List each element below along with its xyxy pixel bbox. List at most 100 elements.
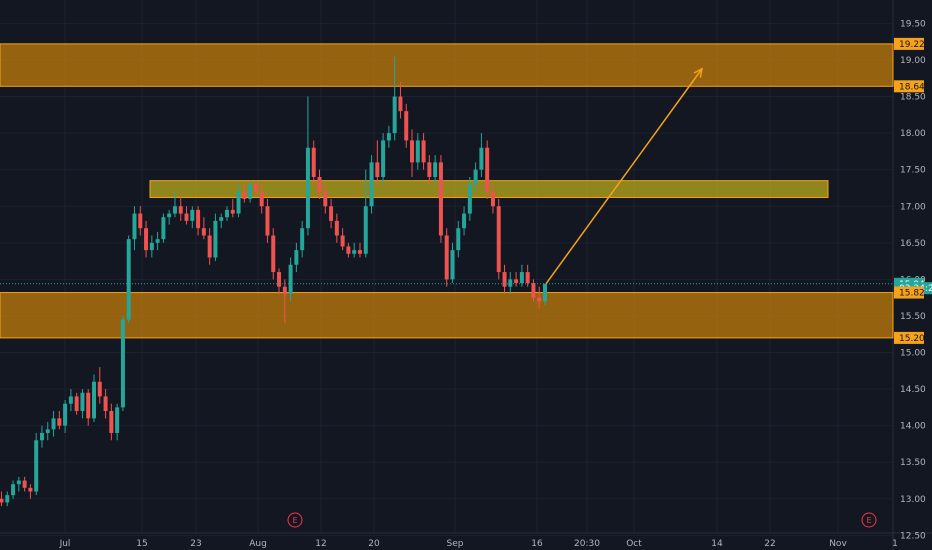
candle-body	[467, 184, 472, 214]
price-tag-bg	[894, 80, 924, 93]
candle-body	[219, 217, 224, 221]
price-tick-label: 18.50	[900, 93, 926, 103]
candle-body	[22, 480, 27, 488]
candle-body	[531, 283, 536, 298]
candle-body	[28, 487, 33, 492]
candle-body	[184, 213, 189, 221]
candle-body	[363, 206, 368, 254]
price-tag-label: 15.20	[899, 334, 925, 344]
candle-body	[398, 96, 403, 112]
candles	[0, 56, 547, 507]
candle-body	[462, 213, 467, 229]
time-tick-label: 14	[711, 539, 723, 549]
candle-body	[115, 407, 120, 433]
price-tick-label: 14.00	[900, 422, 926, 432]
candle-body	[68, 396, 73, 404]
time-tick-label: 16	[531, 539, 543, 549]
candle-body	[242, 191, 247, 199]
candle-body	[479, 147, 484, 170]
time-tick-label: Jul	[59, 539, 71, 549]
time-tick-label: 23	[190, 539, 201, 549]
candle-body	[39, 432, 44, 441]
price-tag-label: 19.22	[899, 40, 925, 50]
time-tick-label: 20:30	[574, 539, 600, 549]
earnings-event-icon[interactable]	[287, 512, 303, 528]
candle-body	[45, 429, 50, 433]
candle-body	[97, 381, 102, 397]
time-axis[interactable]: Jul 15 23 Aug 12 20 Sep 16 20:30 Oct 14 22 Nov 1	[59, 539, 898, 549]
candle-body	[259, 191, 264, 207]
candle-body	[508, 279, 513, 287]
candle-body	[201, 228, 206, 236]
candle-body	[207, 235, 212, 258]
price-tick-label: 16.50	[900, 239, 926, 249]
candle-body	[346, 246, 351, 254]
price-axis[interactable]: 19.5019.0018.5018.0017.5017.0016.5016.00…	[894, 19, 932, 541]
candle-body	[490, 191, 495, 207]
candle-body	[415, 140, 420, 163]
candle-body	[410, 140, 415, 163]
candle-body	[525, 272, 530, 284]
projection-arrow	[545, 67, 704, 285]
candle-body	[386, 133, 391, 141]
price-tick-label: 13.50	[900, 458, 926, 468]
candle-body	[404, 111, 409, 141]
candle-body	[109, 411, 114, 433]
candle-body	[514, 279, 519, 284]
candle-body	[51, 418, 56, 430]
time-tick-label: 20	[368, 539, 380, 549]
price-tick-label: 17.50	[900, 166, 926, 176]
candle-body	[502, 272, 507, 287]
candle-body	[126, 239, 131, 320]
candle-body	[340, 235, 345, 247]
time-tick-label: 12	[315, 539, 326, 549]
time-tick-label: Nov	[829, 539, 847, 549]
price-tick-label: 19.00	[900, 56, 926, 66]
candle-body	[334, 220, 339, 236]
candle-body	[161, 217, 166, 240]
candle-body	[427, 162, 432, 177]
candle-body	[444, 235, 449, 280]
zone-rect	[0, 292, 894, 339]
candle-body	[103, 396, 108, 412]
candle-body	[543, 283, 547, 302]
earnings-event-icon[interactable]	[861, 512, 877, 528]
candle-body	[92, 381, 97, 419]
candle-body	[120, 319, 125, 408]
price-tag-bg	[894, 331, 924, 344]
candle-body	[57, 418, 62, 426]
candle-body	[5, 495, 10, 503]
candle-body	[190, 209, 195, 221]
candle-body	[80, 392, 85, 412]
candle-body	[369, 162, 374, 207]
price-tick-label: 19.50	[900, 19, 926, 29]
candle-body	[34, 440, 39, 492]
candle-body	[473, 169, 478, 185]
candle-body	[392, 96, 397, 134]
candle-body	[381, 140, 386, 177]
candle-body	[317, 176, 322, 192]
candle-body	[236, 191, 241, 214]
time-tick-label: 22	[764, 539, 775, 549]
candle-body	[167, 213, 172, 218]
candle-body	[519, 272, 524, 284]
candle-body	[11, 484, 16, 496]
candle-body	[138, 213, 143, 229]
candle-body	[300, 228, 305, 251]
candle-body	[357, 250, 362, 254]
candle-body	[323, 191, 328, 207]
earnings-event-label: E	[866, 516, 871, 525]
time-tick-label: Aug	[249, 539, 267, 549]
price-tick-label: 18.00	[900, 129, 926, 139]
price-tag-label: 15.82	[899, 289, 925, 299]
candle-body	[86, 392, 91, 419]
candle-body	[537, 297, 542, 302]
candle-body	[248, 184, 253, 199]
candle-body	[282, 286, 287, 295]
candle-body	[253, 184, 258, 192]
candle-body	[196, 209, 201, 229]
candle-body	[438, 162, 443, 236]
